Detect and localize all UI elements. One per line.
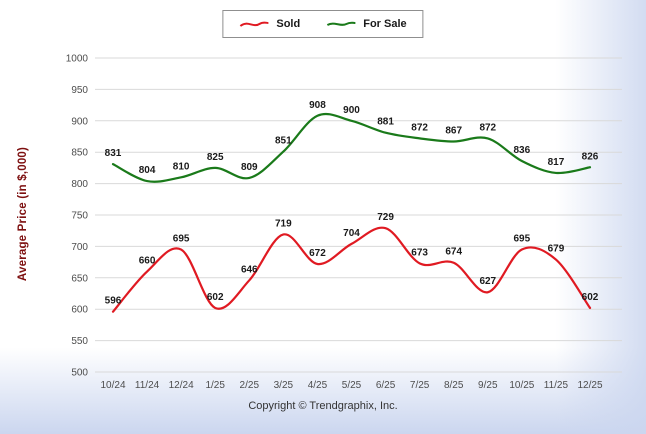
legend-item-for-sale: For Sale xyxy=(326,18,407,30)
data-point-label: 851 xyxy=(275,136,292,147)
axis-tick-label: 3/25 xyxy=(274,380,294,391)
data-point-label: 831 xyxy=(105,148,122,159)
data-point-label: 867 xyxy=(445,126,462,137)
data-point-label: 672 xyxy=(309,248,326,259)
axis-tick-label: 8/25 xyxy=(444,380,464,391)
data-point-label: 602 xyxy=(582,292,599,303)
axis-tick-label: 500 xyxy=(71,368,88,379)
data-point-label: 704 xyxy=(343,228,360,239)
axis-tick-label: 12/25 xyxy=(577,380,602,391)
axis-tick-label: 5/25 xyxy=(342,380,362,391)
axis-tick-label: 700 xyxy=(71,242,88,253)
data-point-label: 809 xyxy=(241,162,258,173)
for-sale-line-swatch xyxy=(326,21,356,26)
data-point-label: 900 xyxy=(343,105,360,116)
data-point-label: 679 xyxy=(548,244,565,255)
axis-tick-label: 800 xyxy=(71,179,88,190)
data-point-label: 660 xyxy=(139,256,156,267)
data-point-label: 627 xyxy=(479,276,496,287)
y-axis-title: Average Price (in $,000) xyxy=(17,146,29,282)
data-point-label: 872 xyxy=(411,122,428,133)
data-point-label: 881 xyxy=(377,117,394,128)
axis-tick-label: 10/25 xyxy=(509,380,534,391)
data-point-label: 729 xyxy=(377,212,394,223)
data-point-label: 646 xyxy=(241,264,258,275)
data-point-label: 695 xyxy=(514,234,531,245)
data-point-label: 674 xyxy=(445,247,462,258)
data-point-label: 908 xyxy=(309,100,326,111)
data-point-label: 810 xyxy=(173,161,190,172)
axis-tick-label: 6/25 xyxy=(376,380,396,391)
axis-tick-label: 750 xyxy=(71,211,88,222)
axis-tick-label: 600 xyxy=(71,305,88,316)
copyright-text: Copyright © Trendgraphix, Inc. xyxy=(248,400,398,412)
axis-tick-label: 2/25 xyxy=(240,380,260,391)
axis-tick-label: 7/25 xyxy=(410,380,430,391)
axis-tick-label: 10/24 xyxy=(100,380,125,391)
axis-tick-label: 850 xyxy=(71,148,88,159)
data-point-label: 804 xyxy=(139,165,156,176)
data-point-label: 826 xyxy=(582,151,599,162)
axis-tick-label: 1/25 xyxy=(205,380,225,391)
data-point-label: 695 xyxy=(173,234,190,245)
data-point-label: 836 xyxy=(514,145,531,156)
data-point-label: 596 xyxy=(105,296,122,307)
data-point-label: 719 xyxy=(275,218,292,229)
data-point-label: 825 xyxy=(207,152,224,163)
series-line-for-sale xyxy=(111,112,592,183)
data-point-label: 872 xyxy=(479,122,496,133)
axis-tick-label: 11/25 xyxy=(544,380,569,391)
legend-label-sold: Sold xyxy=(276,18,301,30)
axis-tick-label: 11/24 xyxy=(135,380,160,391)
axis-tick-label: 550 xyxy=(71,336,88,347)
legend-item-sold: Sold xyxy=(239,18,300,30)
axis-tick-label: 1000 xyxy=(66,54,89,65)
axis-tick-label: 650 xyxy=(71,273,88,284)
axis-tick-label: 9/25 xyxy=(478,380,498,391)
axis-tick-label: 950 xyxy=(71,85,88,96)
data-point-label: 602 xyxy=(207,292,224,303)
plot-area: 500 550 600 650 700 750 800 850 900 950 1000 10/24 1… xyxy=(66,54,622,391)
legend-label-for-sale: For Sale xyxy=(363,18,407,30)
axis-tick-label: 4/25 xyxy=(308,380,328,391)
data-point-label: 673 xyxy=(411,247,428,258)
sold-line-swatch xyxy=(239,21,269,27)
data-point-label: 817 xyxy=(548,157,565,168)
axis-tick-label: 12/24 xyxy=(169,380,194,391)
series-line-sold xyxy=(111,226,592,313)
axis-tick-label: 900 xyxy=(71,116,88,127)
chart-legend: Sold For Sale xyxy=(222,10,424,38)
